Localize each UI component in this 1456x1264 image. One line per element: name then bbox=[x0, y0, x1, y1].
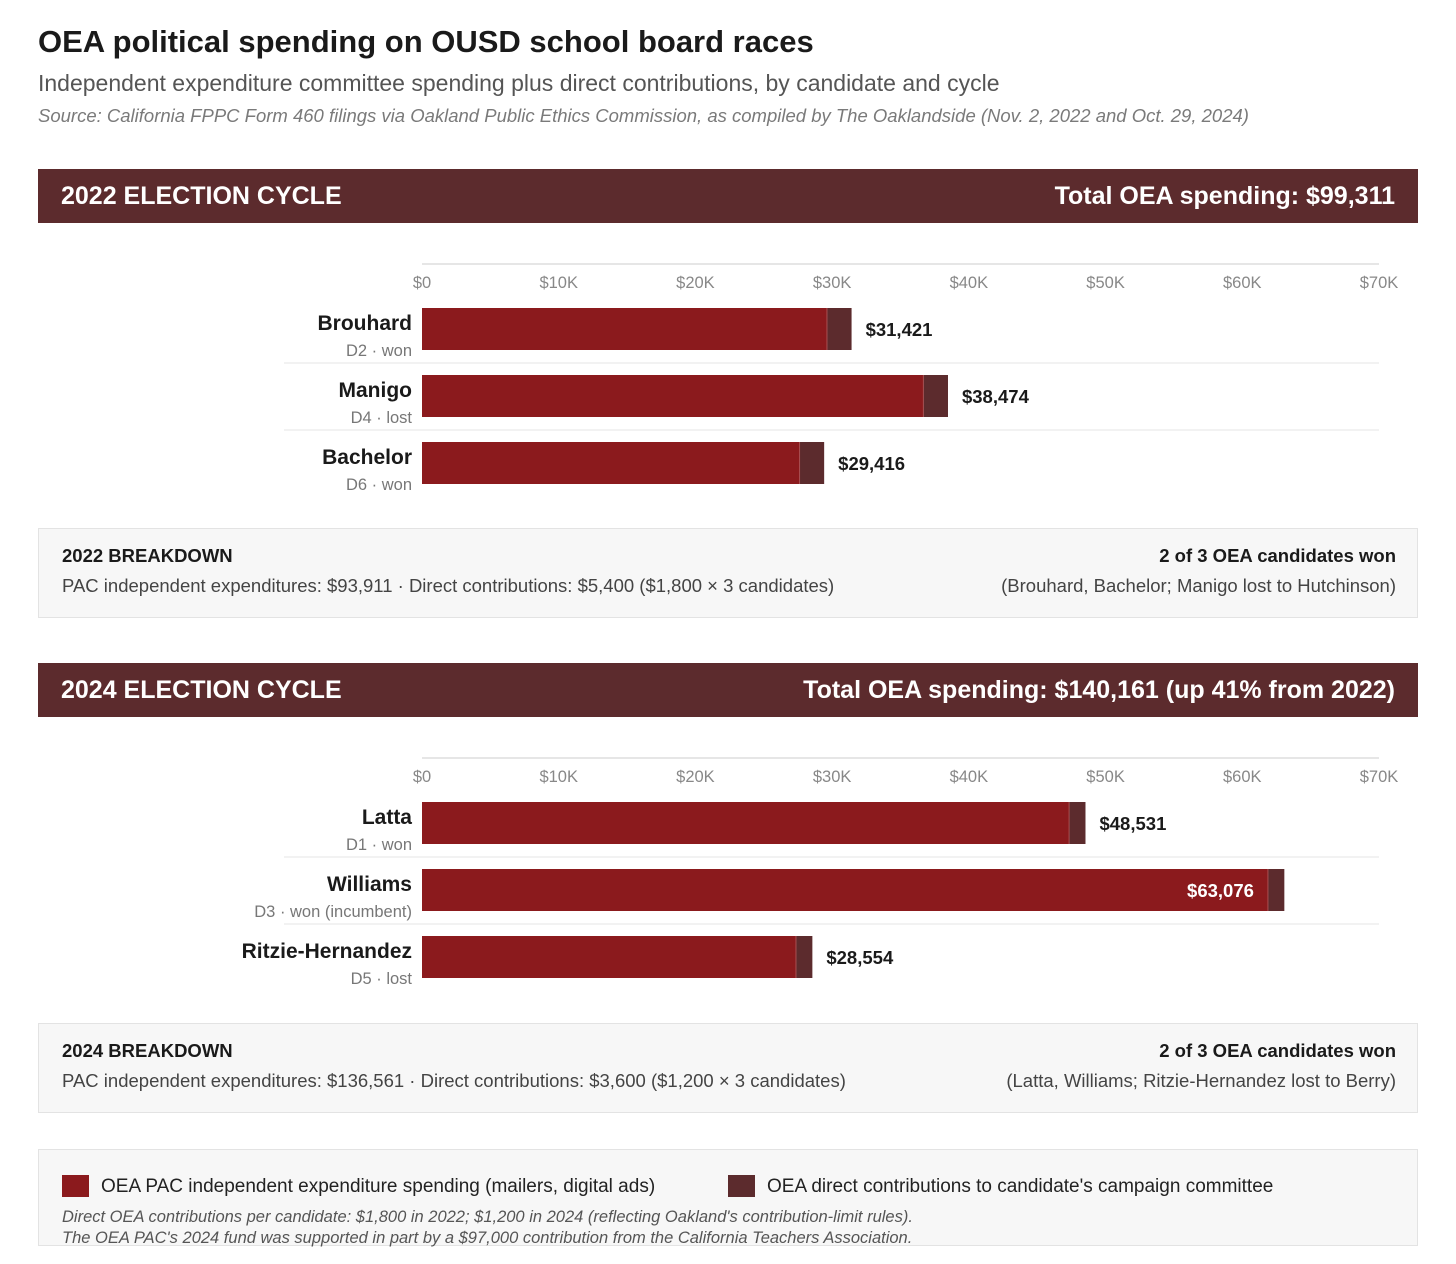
legend-direct-swatch bbox=[728, 1175, 755, 1197]
x-tick-label: $70K bbox=[1360, 274, 1399, 292]
bar-direct-ritzie-hernandez bbox=[795, 936, 813, 978]
result-2024-detail: (Latta, Williams; Ritzie-Hernandez lost … bbox=[1006, 1070, 1396, 1091]
legend-direct-label: OEA direct contributions to candidate's … bbox=[767, 1176, 1274, 1197]
cycle-2024-header: 2024 ELECTION CYCLE Total OEA spending: … bbox=[38, 663, 1418, 717]
legend-note-contribution-limits: Direct OEA contributions per candidate: … bbox=[62, 1208, 913, 1226]
chart-2024: $0 $10K $20K $30K $40K $50K $60K $70K Latta D1 · … bbox=[242, 757, 1399, 988]
x-tick-label: $40K bbox=[950, 274, 989, 292]
x-tick-label: $70K bbox=[1360, 768, 1399, 786]
breakdown-2024: 2024 BREAKDOWN PAC independent expenditu… bbox=[38, 1023, 1418, 1113]
bar-direct-bachelor bbox=[799, 442, 825, 484]
cycle-2024-heading: 2024 ELECTION CYCLE bbox=[61, 676, 342, 704]
bar-total-label: $48,531 bbox=[1099, 813, 1166, 834]
x-tick-label: $20K bbox=[676, 274, 715, 292]
bar-direct-williams bbox=[1267, 869, 1285, 911]
x-tick-label: $10K bbox=[539, 274, 578, 292]
legend: OEA PAC independent expenditure spending… bbox=[38, 1149, 1418, 1247]
page-subtitle: Independent expenditure committee spendi… bbox=[38, 70, 1000, 96]
result-2022-detail: (Brouhard, Bachelor; Manigo lost to Hutc… bbox=[1001, 575, 1396, 596]
result-2022-title: 2 of 3 OEA candidates won bbox=[1159, 545, 1396, 566]
candidate-district: D1 · won bbox=[346, 836, 412, 854]
cycle-2022-heading: 2022 ELECTION CYCLE bbox=[61, 182, 342, 210]
bar-pac-latta bbox=[422, 802, 1070, 844]
x-tick-label: $20K bbox=[676, 768, 715, 786]
bar-pac-ritzie-hernandez bbox=[422, 936, 796, 978]
x-tick-label: $30K bbox=[813, 768, 852, 786]
x-tick-label: $0 bbox=[413, 768, 431, 786]
x-tick-label: $40K bbox=[950, 768, 989, 786]
bar-total-label: $28,554 bbox=[826, 947, 894, 968]
candidate-district: D4 · lost bbox=[351, 409, 413, 427]
x-tick-label: $50K bbox=[1086, 274, 1125, 292]
bar-total-label: $63,076 bbox=[1187, 880, 1254, 901]
x-tick-label: $50K bbox=[1086, 768, 1125, 786]
candidate-name: Brouhard bbox=[318, 312, 413, 335]
cycle-2022-total: Total OEA spending: $99,311 bbox=[1054, 182, 1395, 210]
candidate-name: Latta bbox=[362, 806, 412, 829]
breakdown-2024-detail: PAC independent expenditures: $136,561 ·… bbox=[62, 1070, 846, 1091]
candidate-district: D5 · lost bbox=[351, 970, 413, 988]
cycle-2024-total: Total OEA spending: $140,161 (up 41% fro… bbox=[803, 676, 1395, 704]
legend-note-cta-contribution: The OEA PAC's 2024 fund was supported in… bbox=[62, 1229, 913, 1247]
breakdown-2022-detail: PAC independent expenditures: $93,911 · … bbox=[62, 575, 835, 596]
x-tick-label: $10K bbox=[539, 768, 578, 786]
cycle-2022-header: 2022 ELECTION CYCLE Total OEA spending: … bbox=[38, 169, 1418, 223]
bar-pac-brouhard bbox=[422, 308, 827, 350]
candidate-name: Ritzie-Hernandez bbox=[242, 940, 412, 963]
bar-total-label: $38,474 bbox=[962, 386, 1030, 407]
page-title: OEA political spending on OUSD school bo… bbox=[38, 24, 814, 59]
bar-pac-williams bbox=[422, 869, 1268, 911]
candidate-district: D3 · won (incumbent) bbox=[254, 903, 412, 921]
breakdown-2024-title: 2024 BREAKDOWN bbox=[62, 1040, 233, 1061]
breakdown-2022-title: 2022 BREAKDOWN bbox=[62, 545, 233, 566]
candidate-district: D2 · won bbox=[346, 342, 412, 360]
x-tick-label: $60K bbox=[1223, 274, 1262, 292]
candidate-name: Williams bbox=[327, 873, 412, 896]
bar-direct-manigo bbox=[923, 375, 948, 417]
candidate-district: D6 · won bbox=[346, 476, 412, 494]
chart-2022: $0 $10K $20K $30K $40K $50K $60K $70K Brouhard D2… bbox=[284, 263, 1399, 494]
x-tick-label: $60K bbox=[1223, 768, 1262, 786]
candidate-name: Bachelor bbox=[322, 446, 412, 469]
bar-total-label: $29,416 bbox=[838, 453, 905, 474]
legend-pac-label: OEA PAC independent expenditure spending… bbox=[101, 1176, 656, 1197]
x-tick-label: $0 bbox=[413, 274, 431, 292]
bar-direct-latta bbox=[1069, 802, 1086, 844]
bar-pac-bachelor bbox=[422, 442, 800, 484]
candidate-name: Manigo bbox=[339, 379, 413, 402]
x-tick-label: $30K bbox=[813, 274, 852, 292]
legend-pac-swatch bbox=[62, 1175, 89, 1197]
result-2024-title: 2 of 3 OEA candidates won bbox=[1159, 1040, 1396, 1061]
source-note: Source: California FPPC Form 460 filings… bbox=[38, 105, 1249, 126]
bar-direct-brouhard bbox=[826, 308, 852, 350]
bar-pac-manigo bbox=[422, 375, 924, 417]
bar-total-label: $31,421 bbox=[866, 319, 933, 340]
breakdown-2022: 2022 BREAKDOWN PAC independent expenditu… bbox=[38, 528, 1418, 618]
